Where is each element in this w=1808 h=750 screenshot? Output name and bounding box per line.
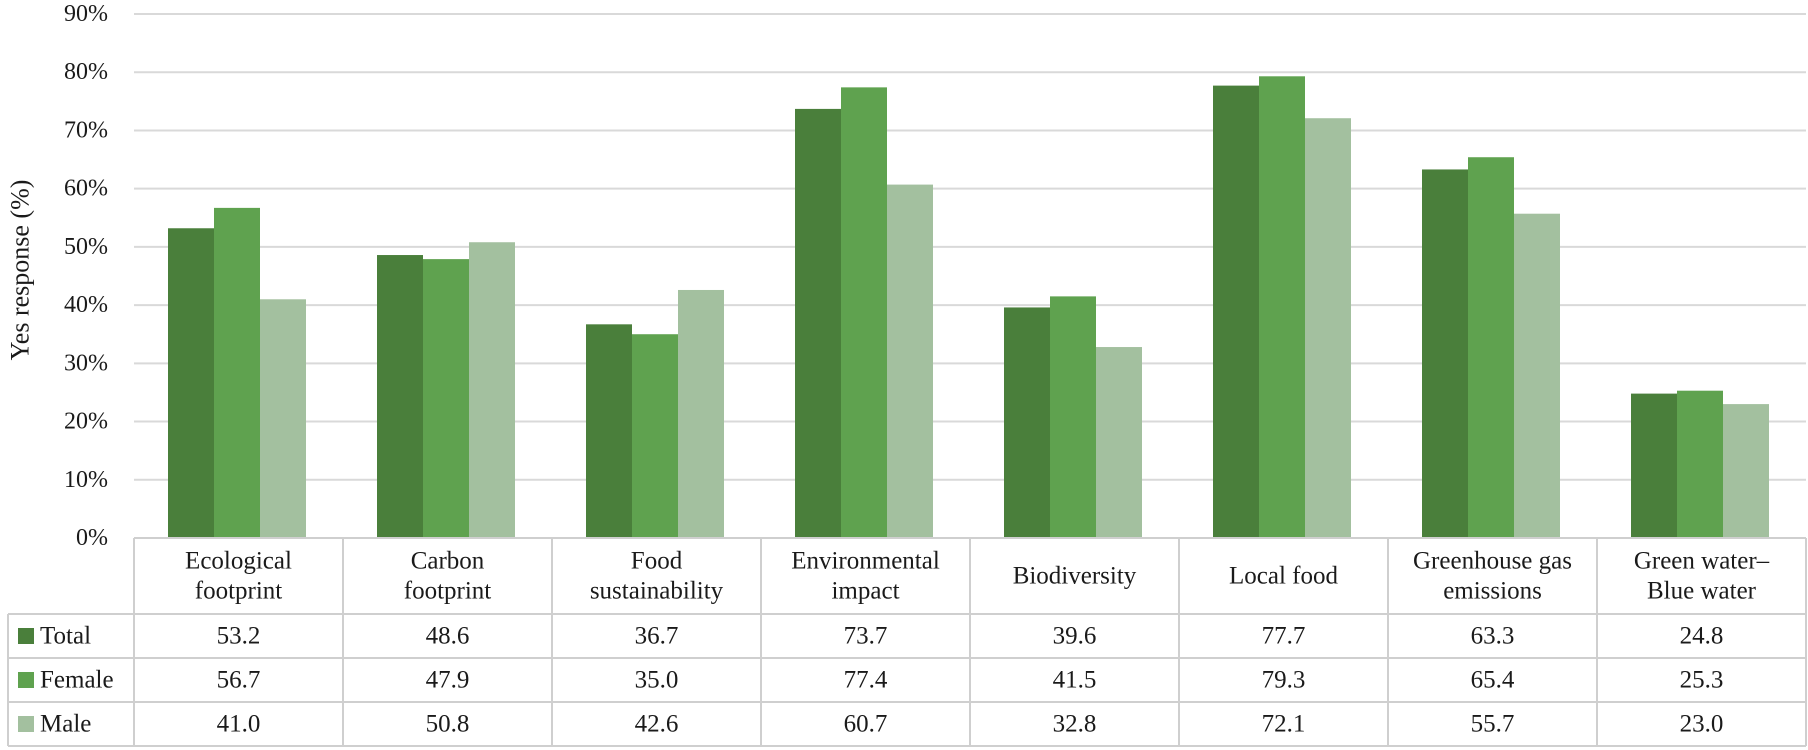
x-category-label-line: footprint — [195, 578, 283, 605]
data-label-female: 35.0 — [635, 667, 679, 694]
data-label-male: 23.0 — [1680, 711, 1724, 738]
bar-female-1 — [214, 207, 260, 538]
bar-female-5 — [1050, 296, 1096, 538]
bar-total-5 — [1004, 307, 1050, 538]
x-category-label-line: Green water– — [1634, 548, 1770, 575]
data-label-female: 47.9 — [426, 667, 470, 694]
data-label-male: 41.0 — [217, 711, 261, 738]
data-label-total: 24.8 — [1680, 623, 1724, 650]
bar-total-6 — [1213, 85, 1259, 538]
bar-male-5 — [1096, 347, 1142, 538]
bar-female-7 — [1468, 157, 1514, 538]
y-tick-label: 90% — [64, 1, 108, 27]
data-label-total: 39.6 — [1053, 623, 1097, 650]
bar-female-6 — [1259, 76, 1305, 538]
x-category-label: Environmental impact — [791, 548, 940, 605]
bar-female-4 — [841, 87, 887, 539]
legend-label-total: Total — [40, 623, 91, 650]
y-tick-label: 70% — [64, 117, 108, 143]
y-axis-label: Yes response (%) — [6, 180, 35, 361]
x-category-label-line: Carbon — [411, 548, 485, 575]
data-label-total: 53.2 — [217, 623, 261, 650]
x-category-label: Food sustainability — [590, 548, 724, 605]
data-label-male: 60.7 — [844, 711, 888, 738]
y-tick-label: 50% — [64, 234, 108, 260]
x-category-label-line: sustainability — [590, 578, 724, 605]
data-label-total: 36.7 — [635, 623, 679, 650]
x-category-label-line: footprint — [404, 578, 492, 605]
data-label-female: 56.7 — [217, 667, 261, 694]
bar-total-2 — [377, 255, 423, 539]
x-category-label-line: Environmental — [791, 548, 940, 575]
data-label-total: 48.6 — [426, 623, 470, 650]
data-label-female: 79.3 — [1262, 667, 1306, 694]
bar-female-8 — [1677, 390, 1723, 538]
data-label-male: 55.7 — [1471, 711, 1515, 738]
x-category-label-line: Local food — [1229, 563, 1338, 590]
bar-male-4 — [887, 184, 933, 538]
x-category-label-line: Food — [631, 548, 683, 575]
data-label-male: 42.6 — [635, 711, 679, 738]
y-tick-label: 20% — [64, 409, 108, 435]
bar-female-3 — [632, 334, 678, 538]
bar-total-8 — [1631, 393, 1677, 538]
data-label-total: 77.7 — [1262, 623, 1306, 650]
data-table: Ecological footprint Carbon footprint Food su… — [7, 537, 1807, 747]
x-category-label: Ecological footprint — [185, 548, 292, 605]
legend-swatch-female — [18, 672, 34, 688]
legend-swatch-total — [18, 628, 34, 644]
y-tick-label: 30% — [64, 350, 108, 376]
bars — [168, 76, 1769, 539]
data-label-total: 73.7 — [844, 623, 888, 650]
x-category-label: Biodiversity — [1013, 563, 1137, 590]
x-category-label: Green water– Blue water — [1634, 548, 1770, 605]
data-label-female: 25.3 — [1680, 667, 1724, 694]
bar-male-7 — [1514, 213, 1560, 539]
bar-female-2 — [423, 259, 469, 538]
bar-male-2 — [469, 242, 515, 538]
x-category-label: Carbon footprint — [404, 548, 492, 605]
x-category-label-line: emissions — [1443, 578, 1542, 605]
x-category-label: Greenhouse gas emissions — [1413, 548, 1572, 605]
bar-male-8 — [1723, 404, 1769, 538]
y-axis-ticks: 0% 10% 20% 30% 40% 50% 60% 70% 80% 90% — [64, 1, 108, 551]
legend-label-male: Male — [40, 711, 91, 738]
y-tick-label: 80% — [64, 59, 108, 85]
legend-swatch-male — [18, 716, 34, 732]
bar-male-3 — [678, 289, 724, 538]
x-category-label-line: Blue water — [1647, 578, 1757, 605]
x-category-label-line: impact — [831, 578, 899, 605]
y-tick-label: 10% — [64, 467, 108, 493]
y-tick-label: 40% — [64, 292, 108, 318]
data-label-male: 72.1 — [1262, 711, 1306, 738]
bar-total-3 — [586, 324, 632, 538]
data-label-female: 77.4 — [844, 667, 888, 694]
data-label-male: 32.8 — [1053, 711, 1097, 738]
data-label-male: 50.8 — [426, 711, 470, 738]
bar-total-7 — [1422, 169, 1468, 538]
x-category-label-line: Biodiversity — [1013, 563, 1137, 590]
data-label-total: 63.3 — [1471, 623, 1515, 650]
data-label-female: 65.4 — [1471, 667, 1515, 694]
y-tick-label: 60% — [64, 176, 108, 202]
bar-total-4 — [795, 108, 841, 538]
data-label-female: 41.5 — [1053, 667, 1097, 694]
x-category-label-line: Greenhouse gas — [1413, 548, 1572, 575]
bar-total-1 — [168, 228, 214, 538]
x-category-label-line: Ecological — [185, 548, 292, 575]
y-tick-label: 0% — [76, 525, 108, 551]
x-category-label: Local food — [1229, 563, 1338, 590]
bar-male-6 — [1305, 118, 1351, 539]
bar-male-1 — [260, 299, 306, 538]
legend-label-female: Female — [40, 667, 114, 694]
